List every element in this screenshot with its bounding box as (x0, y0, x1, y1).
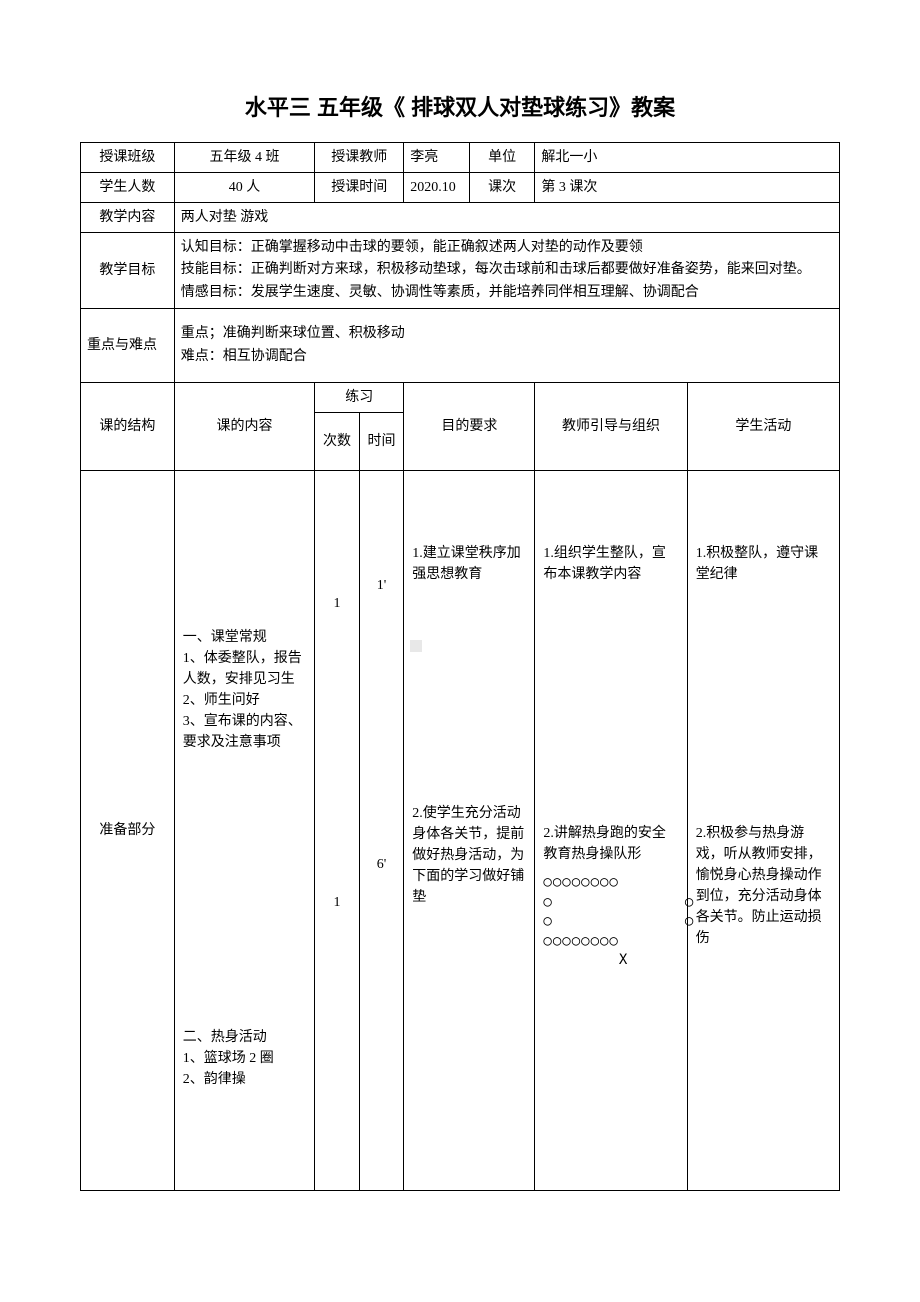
table-row: 准备部分 一、课堂常规 1、体委整队，报告人数，安排见习生 2、师生问好 3、宣… (81, 470, 840, 1190)
prep-student-cell: 1.积极整队，遵守课堂纪律 2.积极参与热身游戏，听从教师安排，愉悦身心热身操动… (687, 470, 839, 1190)
unit-value: 解北一小 (535, 143, 840, 173)
time-label: 授课时间 (315, 173, 404, 203)
header-times: 次数 (315, 412, 360, 470)
header-duration: 时间 (359, 412, 404, 470)
students-value: 40 人 (174, 173, 315, 203)
prep-times2: 1 (323, 892, 351, 913)
teacher-value: 李亮 (404, 143, 469, 172)
prep-times-cell: 1 1 (315, 470, 360, 1190)
prep-duration-cell: 1' 6' (359, 470, 404, 1190)
prep-teacher-cell: 1.组织学生整队，宣布本课教学内容 2.讲解热身跑的安全教育热身操队形 ○○○○… (535, 470, 687, 1190)
keypoint-value: 重点；准确判断来球位置、积极移动 难点：相互协调配合 (174, 309, 839, 383)
lesson-plan-table: 授课班级 五年级 4 班 授课教师 李亮 单位 解北一小 学生人数 40 人 授… (80, 142, 840, 1191)
table-row: 教学目标 认知目标：正确掌握移动中击球的要领，能正确叙述两人对垫的动作及要领 技… (81, 233, 840, 309)
prep-times1: 1 (323, 593, 351, 614)
page-title: 水平三 五年级《 排球双人对垫球练习》教案 (80, 90, 840, 122)
prep-purpose1: 1.建立课堂秩序加强思想教育 (412, 543, 526, 585)
header-practice: 练习 (315, 382, 404, 412)
prep-content2: 二、热身活动 1、篮球场 2 圈 2、韵律操 (183, 1027, 307, 1090)
teacher-unit-cell: 李亮 单位 (404, 143, 535, 173)
prep-duration2: 6' (368, 854, 396, 875)
class-label: 授课班级 (81, 143, 175, 173)
objective-value: 认知目标：正确掌握移动中击球的要领，能正确叙述两人对垫的动作及要领 技能目标：正… (174, 233, 839, 309)
content-value: 两人对垫 游戏 (174, 203, 839, 233)
objective-label: 教学目标 (81, 233, 175, 309)
time-lesson-cell: 2020.10 课次 (404, 173, 535, 203)
prep-student1: 1.积极整队，遵守课堂纪律 (696, 543, 831, 585)
content-label: 教学内容 (81, 203, 175, 233)
prep-content1: 一、课堂常规 1、体委整队，报告人数，安排见习生 2、师生问好 3、宣布课的内容… (183, 627, 307, 753)
time-value: 2020.10 (404, 173, 469, 202)
header-content: 课的内容 (174, 382, 315, 470)
table-row: 重点与难点 重点；准确判断来球位置、积极移动 难点：相互协调配合 (81, 309, 840, 383)
unit-label: 单位 (469, 143, 534, 172)
prep-teacher2: 2.讲解热身跑的安全教育热身操队形 (543, 823, 678, 865)
prep-label: 准备部分 (81, 470, 175, 1190)
formation-diagram: ○○○○○○○○ ○ ○ ○ ○ ○○○○○○○○ X (543, 873, 678, 971)
teacher-label: 授课教师 (315, 143, 404, 173)
table-row: 课的结构 课的内容 练习 目的要求 教师引导与组织 学生活动 (81, 382, 840, 412)
keypoint-label: 重点与难点 (81, 309, 175, 383)
header-purpose: 目的要求 (404, 382, 535, 470)
lesson-value: 第 3 课次 (535, 173, 840, 203)
prep-teacher1: 1.组织学生整队，宣布本课教学内容 (543, 543, 678, 585)
table-row: 授课班级 五年级 4 班 授课教师 李亮 单位 解北一小 (81, 143, 840, 173)
prep-duration1: 1' (368, 575, 396, 596)
prep-purpose-cell: 1.建立课堂秩序加强思想教育 2.使学生充分活动身体各关节，提前做好热身活动，为… (404, 470, 535, 1190)
class-value: 五年级 4 班 (174, 143, 315, 173)
header-structure: 课的结构 (81, 382, 175, 470)
students-label: 学生人数 (81, 173, 175, 203)
header-student: 学生活动 (687, 382, 839, 470)
table-row: 学生人数 40 人 授课时间 2020.10 课次 第 3 课次 (81, 173, 840, 203)
prep-student2: 2.积极参与热身游戏，听从教师安排，愉悦身心热身操动作到位，充分活动身体各关节。… (696, 823, 831, 949)
lesson-label: 课次 (469, 173, 534, 202)
prep-purpose2: 2.使学生充分活动身体各关节，提前做好热身活动，为下面的学习做好铺垫 (412, 803, 526, 908)
table-row: 教学内容 两人对垫 游戏 (81, 203, 840, 233)
prep-content-cell: 一、课堂常规 1、体委整队，报告人数，安排见习生 2、师生问好 3、宣布课的内容… (174, 470, 315, 1190)
header-teacher: 教师引导与组织 (535, 382, 687, 470)
